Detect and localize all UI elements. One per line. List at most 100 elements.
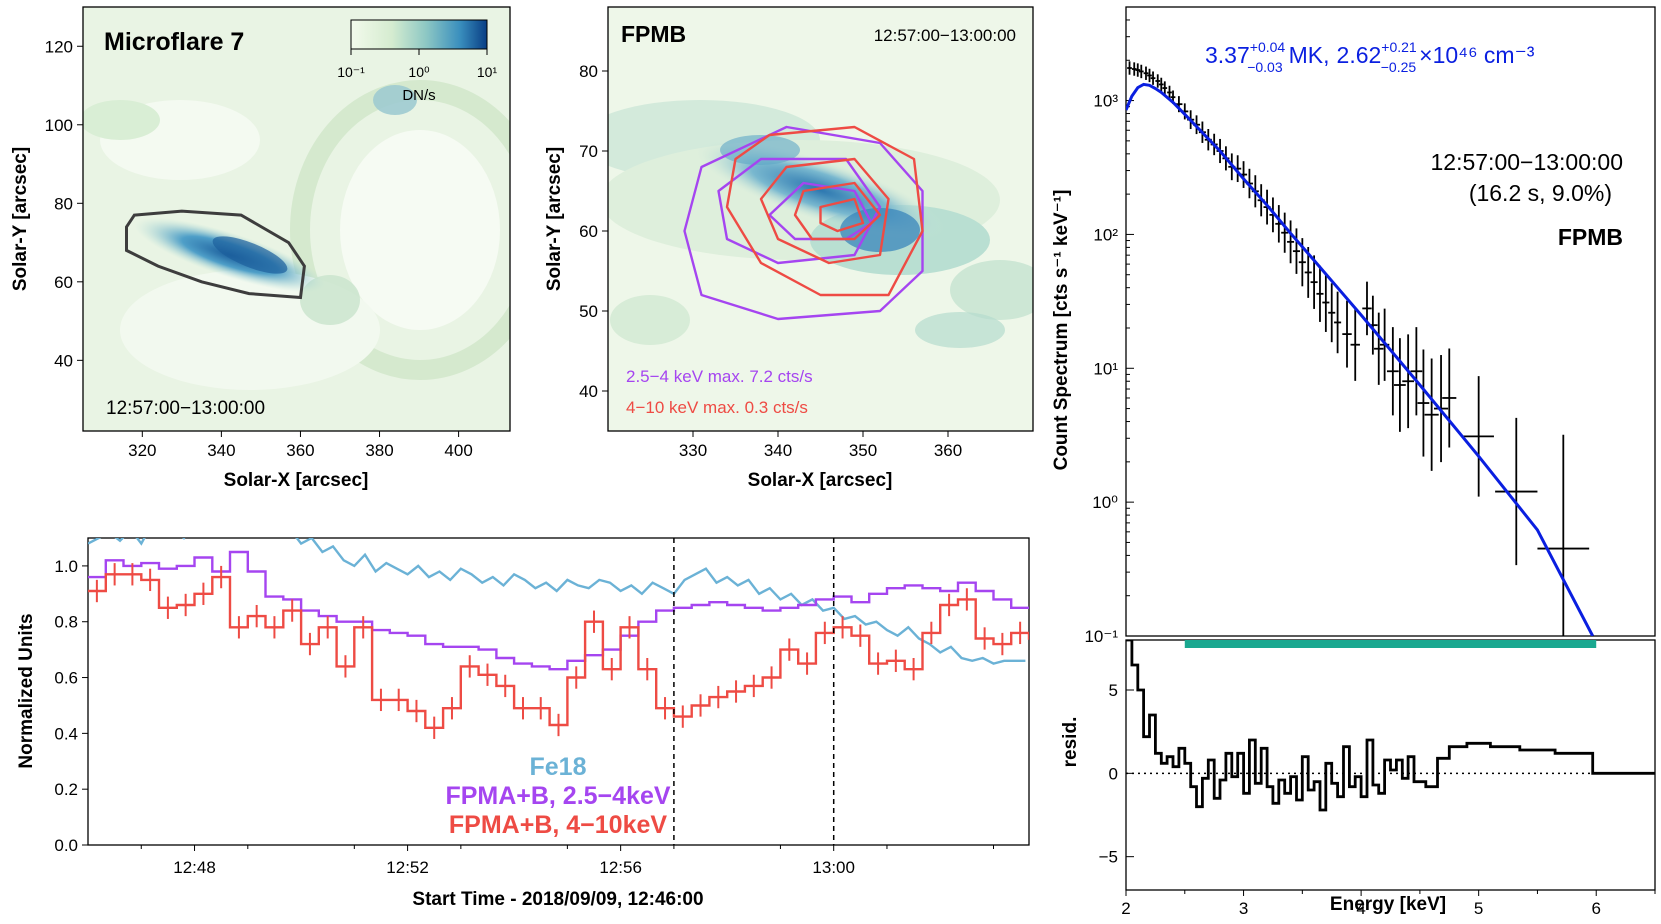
aia-y-tick-label: 40 <box>54 351 73 370</box>
fpmb-x-tick-label: 340 <box>764 441 792 460</box>
lightcurve-x-tick-label: 12:48 <box>173 858 216 877</box>
residual-panel: −5 0 5 2 3 4 5 6 resid. Energy [keV] <box>1060 639 1656 918</box>
spectrum-data-point <box>1442 348 1457 448</box>
residual-step-line <box>1126 640 1655 812</box>
spectrum-y-tick-label: 10⁰ <box>1092 493 1118 512</box>
fpmb-x-label: Solar-X [arcsec] <box>748 470 893 491</box>
energy-x-label: Energy [keV] <box>1330 894 1446 915</box>
fpmb-map-timerange: 12:57:00−13:00:00 <box>874 26 1016 45</box>
spectrum-data-point <box>1147 68 1152 83</box>
fpmb-y-tick-label: 80 <box>579 62 598 81</box>
aia-x-tick-label: 340 <box>207 441 235 460</box>
spectrum-data-point <box>1127 61 1132 75</box>
spectrum-frame <box>1125 6 1656 637</box>
spectrum-detector: FPMB <box>1558 224 1623 250</box>
fit-em-up: +0.21 <box>1381 39 1417 55</box>
fit-temperature: 3.37 <box>1205 42 1250 68</box>
fpmb-x-tick-label: 360 <box>934 441 962 460</box>
spectrum-y-tick-label: 10¹ <box>1093 359 1118 378</box>
high-energy-contour <box>759 157 890 265</box>
fe18-curve <box>88 538 1026 665</box>
spectrum-model-line <box>1126 82 1595 636</box>
fpmb-map-panel: 330 340 350 360 40 50 60 70 80 FPMB 12:57:00−13… <box>544 6 1034 491</box>
aia-region-contour <box>125 209 306 300</box>
aia-x-ticks: 320 340 360 380 400 <box>128 431 473 460</box>
residual-y-tick-label: 0 <box>1109 764 1118 783</box>
spectrum-data-point <box>1316 265 1324 322</box>
colorbar-tick-max: 10¹ <box>477 64 498 80</box>
spectrum-data-point <box>1310 255 1318 309</box>
lightcurve-x-label: Start Time - 2018/09/09, 12:46:00 <box>412 889 703 910</box>
aia-map-panel: 320 340 360 380 400 40 60 80 100 120 Microflare … <box>10 6 511 491</box>
spectrum-data-point <box>1155 74 1161 88</box>
fpmb-map-frame <box>607 6 1034 432</box>
fit-em-unit: ×10⁴⁶ cm⁻³ <box>1419 42 1535 68</box>
residual-x-ticks: 2 3 4 5 6 <box>1121 890 1656 918</box>
spectrum-timerange: 12:57:00−13:00:00 <box>1431 149 1624 175</box>
fpmb-legend-low: 2.5−4 keV max. 7.2 cts/s <box>626 367 813 386</box>
fpmb-x-tick-label: 350 <box>849 441 877 460</box>
fit-temperature-up: +0.04 <box>1250 39 1286 55</box>
energy-x-tick-label: 4 <box>1356 899 1365 918</box>
aia-x-tick-label: 320 <box>128 441 156 460</box>
aia-x-tick-label: 380 <box>365 441 393 460</box>
fit-temperature-down: −0.03 <box>1247 59 1283 75</box>
fit-em-down: −0.25 <box>1381 59 1417 75</box>
high-energy-error-bars <box>95 563 1022 739</box>
spectrum-y-label: Count Spectrum [cts s⁻¹ keV⁻¹] <box>1051 190 1072 471</box>
high-energy-curve <box>88 573 1029 729</box>
spectrum-data-point <box>1334 291 1342 354</box>
spectrum-y-ticks: 10⁻¹ 10⁰ 10¹ 10² 10³ <box>1084 6 1134 646</box>
high-energy-contour <box>725 125 924 297</box>
energy-x-tick-label: 6 <box>1591 899 1600 918</box>
spectrum-data-point <box>1362 281 1372 336</box>
spectrum-data-point <box>1162 81 1168 95</box>
spectrum-data-point <box>1386 327 1399 416</box>
lightcurve-y-tick-label: 1.0 <box>54 557 78 576</box>
fpmb-y-tick-label: 50 <box>579 302 598 321</box>
colorbar-tick-mid: 10⁰ <box>408 64 430 80</box>
lightcurve-y-ticks: 0.0 0.2 0.4 0.6 0.8 1.0 <box>54 557 88 855</box>
lightcurve-x-tick-label: 13:00 <box>812 858 855 877</box>
spectrum-y-tick-label: 10² <box>1093 225 1118 244</box>
aia-y-tick-label: 120 <box>45 37 73 56</box>
spectrum-data-point <box>1292 228 1300 274</box>
spectrum-data-point <box>1342 300 1352 368</box>
lightcurve-y-tick-label: 0.2 <box>54 780 78 799</box>
spectrum-data-point <box>1328 283 1336 343</box>
fpmb-y-label: Solar-Y [arcsec] <box>544 147 565 291</box>
spectrum-data-point <box>1424 358 1439 471</box>
spectrum-data-point <box>1402 334 1415 429</box>
spectrum-data-point <box>1287 220 1295 264</box>
aia-map-frame <box>82 6 511 432</box>
spectrum-data-point <box>1350 308 1360 381</box>
aia-colorbar: 10⁻¹ 10⁰ 10¹ DN/s <box>337 19 498 104</box>
energy-x-tick-label: 3 <box>1239 899 1248 918</box>
aia-x-label: Solar-X [arcsec] <box>224 470 369 491</box>
spectrum-data-point <box>1167 85 1172 100</box>
spectrum-y-tick-label: 10⁻¹ <box>1084 627 1118 646</box>
spectrum-data-point <box>1410 327 1423 416</box>
spectrum-data-point <box>1374 312 1384 385</box>
lightcurve-x-tick-label: 12:52 <box>386 858 429 877</box>
spectrum-data-point <box>1150 71 1156 85</box>
aia-y-tick-label: 100 <box>45 116 73 135</box>
colorbar-tick-min: 10⁻¹ <box>337 64 365 80</box>
residual-y-tick-label: −5 <box>1099 848 1118 867</box>
residual-y-tick-label: 5 <box>1109 681 1118 700</box>
aia-y-ticks: 40 60 80 100 120 <box>45 37 83 370</box>
spectrum-data-point <box>1322 273 1330 332</box>
spectrum-data-point <box>1135 63 1141 77</box>
lightcurve-x-tick-label: 12:56 <box>599 858 642 877</box>
spectrum-fit-label: 3.37+0.04 −0.03 MK, 2.62+0.21 −0.25 ×10⁴⁶ cm⁻… <box>1205 39 1535 75</box>
high-energy-contour <box>819 197 865 233</box>
fpmb-map-title: FPMB <box>621 21 686 47</box>
legend-fe18: Fe18 <box>530 753 587 781</box>
spectrum-data-point <box>1495 417 1538 566</box>
aia-y-label: Solar-Y [arcsec] <box>10 147 31 291</box>
aia-y-tick-label: 80 <box>54 194 73 213</box>
spectrum-panel: 10⁻¹ 10⁰ 10¹ 10² 10³ 3.37+0.04 −0.03 MK, 2.62+0… <box>1051 6 1656 646</box>
residual-y-ticks: −5 0 5 <box>1099 681 1134 867</box>
fpmb-x-tick-label: 330 <box>679 441 707 460</box>
